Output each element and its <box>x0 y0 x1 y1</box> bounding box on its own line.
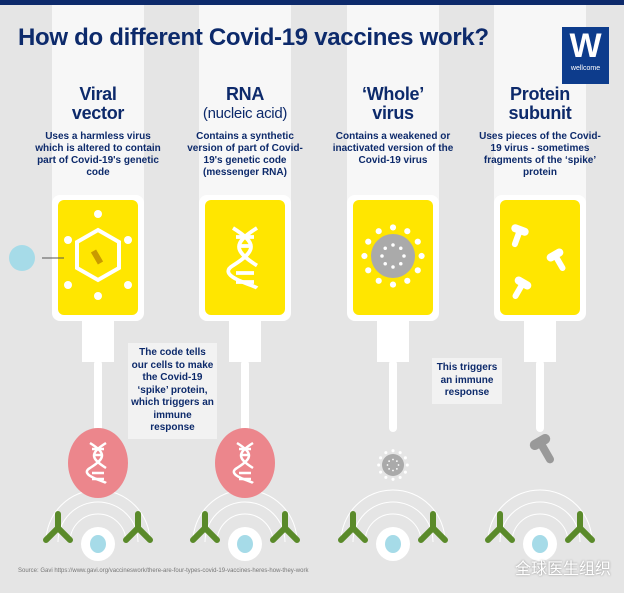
note-code: The code tells our cells to make the Cov… <box>128 343 217 439</box>
column-description: Uses pieces of the Covid-19 virus - some… <box>479 131 601 178</box>
watermark: 全球医生组织 <box>515 561 612 578</box>
column-description: Contains a synthetic version of part of … <box>187 131 303 178</box>
column-description: Contains a weakened or inactivated versi… <box>332 131 454 166</box>
syringe-needle <box>536 360 544 432</box>
column-strip <box>347 5 439 215</box>
antibody-icon <box>338 511 368 543</box>
viral-vector-icon <box>75 227 121 283</box>
column-description: Uses a harmless virus which is altered t… <box>35 131 161 178</box>
syringe-needle <box>389 360 397 432</box>
column-title: Viral <box>79 84 117 104</box>
dna-icon <box>232 441 254 485</box>
antibody-icon <box>418 511 448 543</box>
syringe-needle <box>94 360 102 432</box>
antibody-icon <box>270 511 300 543</box>
page-title: How do different Covid-19 vaccines work? <box>18 24 489 51</box>
protein-fragment-icon <box>529 434 554 464</box>
protein-fragment-icon <box>512 276 532 299</box>
column-title: RNA <box>225 84 265 104</box>
protein-fragment-icon <box>546 248 566 271</box>
vaccine-liquid <box>500 200 580 315</box>
protein-fragment-icon <box>511 224 529 248</box>
column-title: Protein <box>510 84 570 104</box>
syringe-needle <box>241 360 249 432</box>
virus-icon <box>361 224 425 288</box>
column-viral-vector: Viral vector Uses a harmless virus which i… <box>33 85 163 179</box>
antibody-icon <box>190 511 220 543</box>
antibody-icon <box>43 511 73 543</box>
antibody-icon <box>485 511 515 543</box>
virus-icon <box>377 449 409 481</box>
column-strip <box>199 5 291 215</box>
column-strip <box>52 5 144 215</box>
column-rna: RNA (nucleic acid) Contains a synthetic ve… <box>180 85 310 179</box>
antibody-icon <box>123 511 153 543</box>
top-bar <box>0 0 624 5</box>
column-protein-subunit: Protein subunit Uses pieces of the Covid-1… <box>475 85 605 179</box>
dna-icon <box>226 226 259 290</box>
column-title: ‘Whole’ <box>362 84 424 104</box>
source-text: Source: Gavi https://www.gavi.org/vaccin… <box>18 568 309 574</box>
antibody-icon <box>565 511 595 543</box>
note-trigger: This triggers an immune response <box>432 358 502 404</box>
column-whole-virus: ‘Whole’ virus Contains a weakened or inact… <box>328 85 458 167</box>
dna-icon <box>85 441 107 485</box>
